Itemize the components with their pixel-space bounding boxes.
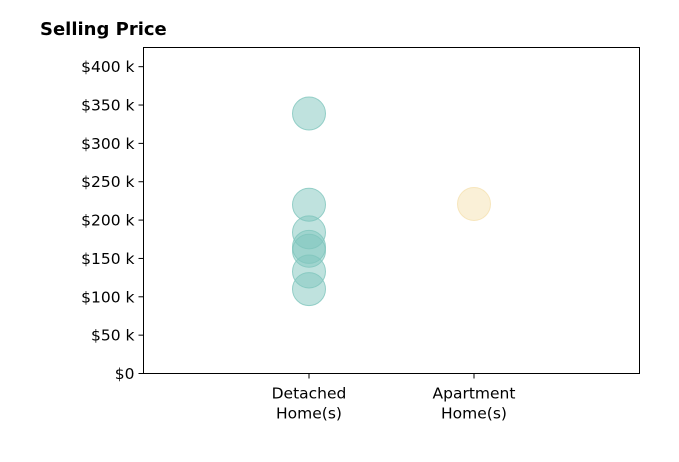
y-axis: $0 $50 k $100 k $150 k $200 k $250 k $300 k $35… [81,58,144,383]
y-tick-label: $100 k [81,288,134,306]
y-tick-label: $250 k [81,173,134,191]
x-tick-label: Home(s) [276,405,342,423]
y-tick-label: $150 k [81,250,134,268]
y-tick-label: $50 k [91,327,135,345]
x-tick-label: Apartment [433,385,516,403]
y-tick-label: $300 k [81,135,134,153]
x-axis: Detached Home(s) Apartment Home(s) [272,373,516,423]
y-tick-label: $200 k [81,212,134,230]
data-point [292,272,326,307]
data-point [292,96,326,131]
y-tick-label: $0 [115,365,135,383]
x-tick-label: Home(s) [441,405,507,423]
data-point [457,186,491,221]
y-tick-label: $400 k [81,58,134,76]
y-tick-label: $350 k [81,97,134,115]
points-layer [292,96,491,307]
x-tick-label: Detached [272,385,347,403]
chart-title: Selling Price [40,19,167,40]
plot-frame [143,47,640,374]
